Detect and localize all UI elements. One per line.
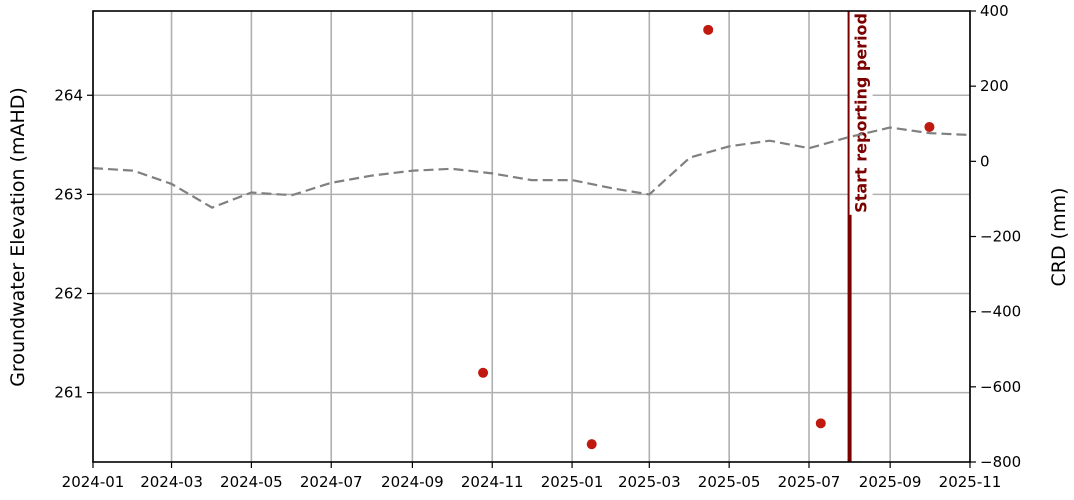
x-tick-label: 2024-03 [140, 473, 203, 491]
x-tick-label: 2025-01 [541, 473, 604, 491]
y-tick-label-left: 264 [54, 86, 83, 104]
reporting-period-layer: Start reporting period [847, 11, 873, 462]
elevation-point [815, 418, 826, 429]
y-tick-label-right: 0 [980, 152, 990, 170]
x-tick-label: 2025-07 [778, 473, 841, 491]
elevation-points-layer [478, 24, 935, 450]
grid [92, 11, 971, 462]
elevation-point [586, 439, 597, 450]
y-tick-label-left: 263 [54, 185, 83, 203]
x-tick-label: 2024-05 [220, 473, 283, 491]
x-tick-label: 2025-05 [698, 473, 761, 491]
y-tick-label-right: −600 [980, 378, 1021, 396]
y-tick-label-right: 400 [980, 2, 1009, 20]
reporting-period-label-bg [849, 11, 873, 215]
x-tick-label: 2025-11 [939, 473, 1002, 491]
reporting-period-label: Start reporting period [852, 13, 871, 213]
x-tick-label: 2024-11 [461, 473, 524, 491]
crd-line-layer [92, 126, 971, 209]
y-tick-label-right: −400 [980, 303, 1021, 321]
y-tick-label-left: 261 [54, 384, 83, 402]
x-tick-label: 2024-07 [300, 473, 363, 491]
y-tick-label-right: −800 [980, 453, 1021, 471]
y-tick-label-right: 200 [980, 77, 1009, 95]
elevation-point [478, 367, 489, 378]
elevation-point [924, 121, 935, 132]
crd-line [92, 126, 971, 209]
x-tick-label: 2025-09 [859, 473, 922, 491]
x-tick-label: 2024-09 [381, 473, 444, 491]
y-tick-label-right: −200 [980, 228, 1021, 246]
y-tick-label-left: 262 [54, 284, 83, 302]
elevation-point [703, 24, 714, 35]
x-tick-label: 2024-01 [62, 473, 125, 491]
axis-ticks: 2024-01 2024-03 2024-05 2024-07 2024-09 2024-… [54, 2, 1021, 491]
y-axis-label-right: CRD (mm) [1048, 188, 1070, 287]
plot-frame [92, 10, 971, 463]
x-tick-label: 2025-03 [618, 473, 681, 491]
y-axis-label-left: Groundwater Elevation (mAHD) [7, 87, 29, 387]
